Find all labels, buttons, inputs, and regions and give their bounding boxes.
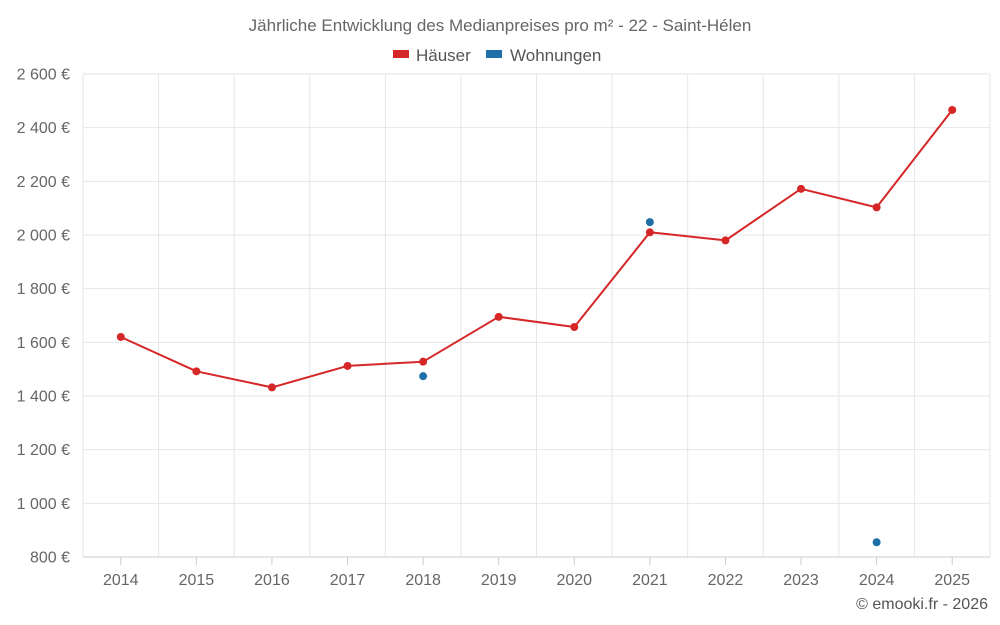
y-tick-label: 1 200 € — [17, 442, 70, 459]
data-point-wohnungen[interactable] — [645, 218, 654, 227]
legend-swatch-haeuser — [393, 50, 409, 58]
data-point-haeuser[interactable] — [192, 367, 201, 376]
y-tick-label: 1 800 € — [17, 281, 70, 298]
x-tick-label: 2024 — [859, 572, 895, 589]
data-point-haeuser[interactable] — [570, 323, 579, 332]
x-tick-label: 2023 — [783, 572, 819, 589]
x-tick-label: 2017 — [330, 572, 366, 589]
x-tick-label: 2019 — [481, 572, 517, 589]
data-point-haeuser[interactable] — [797, 184, 806, 193]
x-axis-labels: 2014 2015 2016 2017 2018 2019 2020 2021 2022 2023… — [103, 572, 970, 589]
y-tick-label: 800 € — [30, 550, 70, 567]
legend-label-wohnungen: Wohnungen — [510, 46, 601, 65]
x-tick-label: 2020 — [556, 572, 592, 589]
y-tick-label: 2 400 € — [17, 120, 70, 137]
series-line-haeuser — [120, 109, 953, 389]
data-point-haeuser[interactable] — [494, 312, 503, 321]
y-tick-label: 2 000 € — [17, 228, 70, 245]
x-tick-label: 2015 — [179, 572, 215, 589]
data-point-haeuser[interactable] — [721, 236, 730, 245]
data-point-haeuser[interactable] — [419, 357, 428, 366]
y-tick-label: 2 200 € — [17, 174, 70, 191]
credit-text: © emooki.fr - 2026 — [856, 596, 988, 613]
legend-swatch-wohnungen — [486, 50, 502, 58]
grid — [82, 73, 991, 565]
data-point-haeuser[interactable] — [267, 383, 276, 392]
data-point-haeuser[interactable] — [645, 228, 654, 237]
data-point-wohnungen[interactable] — [419, 372, 428, 381]
legend-label-haeuser: Häuser — [416, 46, 471, 65]
x-tick-label: 2022 — [708, 572, 744, 589]
chart-title: Jährliche Entwicklung des Medianpreises … — [249, 16, 752, 35]
x-tick-label: 2014 — [103, 572, 139, 589]
legend-item-wohnungen[interactable]: Wohnungen — [486, 46, 601, 65]
y-tick-label: 1 400 € — [17, 389, 70, 406]
series-haeuser — [116, 105, 957, 392]
legend-item-haeuser[interactable]: Häuser — [393, 46, 471, 65]
y-tick-label: 1 600 € — [17, 335, 70, 352]
data-point-haeuser[interactable] — [948, 105, 957, 114]
legend: Häuser Wohnungen — [393, 46, 601, 65]
y-tick-label: 1 000 € — [17, 496, 70, 513]
x-tick-label: 2021 — [632, 572, 668, 589]
series — [116, 105, 957, 547]
x-tick-label: 2018 — [405, 572, 441, 589]
data-point-wohnungen[interactable] — [872, 538, 881, 547]
y-tick-label: 2 600 € — [17, 67, 70, 84]
y-axis-labels: 800 € 1 000 € 1 200 € 1 400 € 1 600 € 1 800 €… — [17, 67, 70, 567]
data-point-haeuser[interactable] — [343, 361, 352, 370]
x-tick-label: 2025 — [934, 572, 970, 589]
series-wohnungen — [419, 218, 881, 547]
data-point-haeuser[interactable] — [872, 203, 881, 212]
data-point-haeuser[interactable] — [116, 332, 125, 341]
x-tick-label: 2016 — [254, 572, 290, 589]
